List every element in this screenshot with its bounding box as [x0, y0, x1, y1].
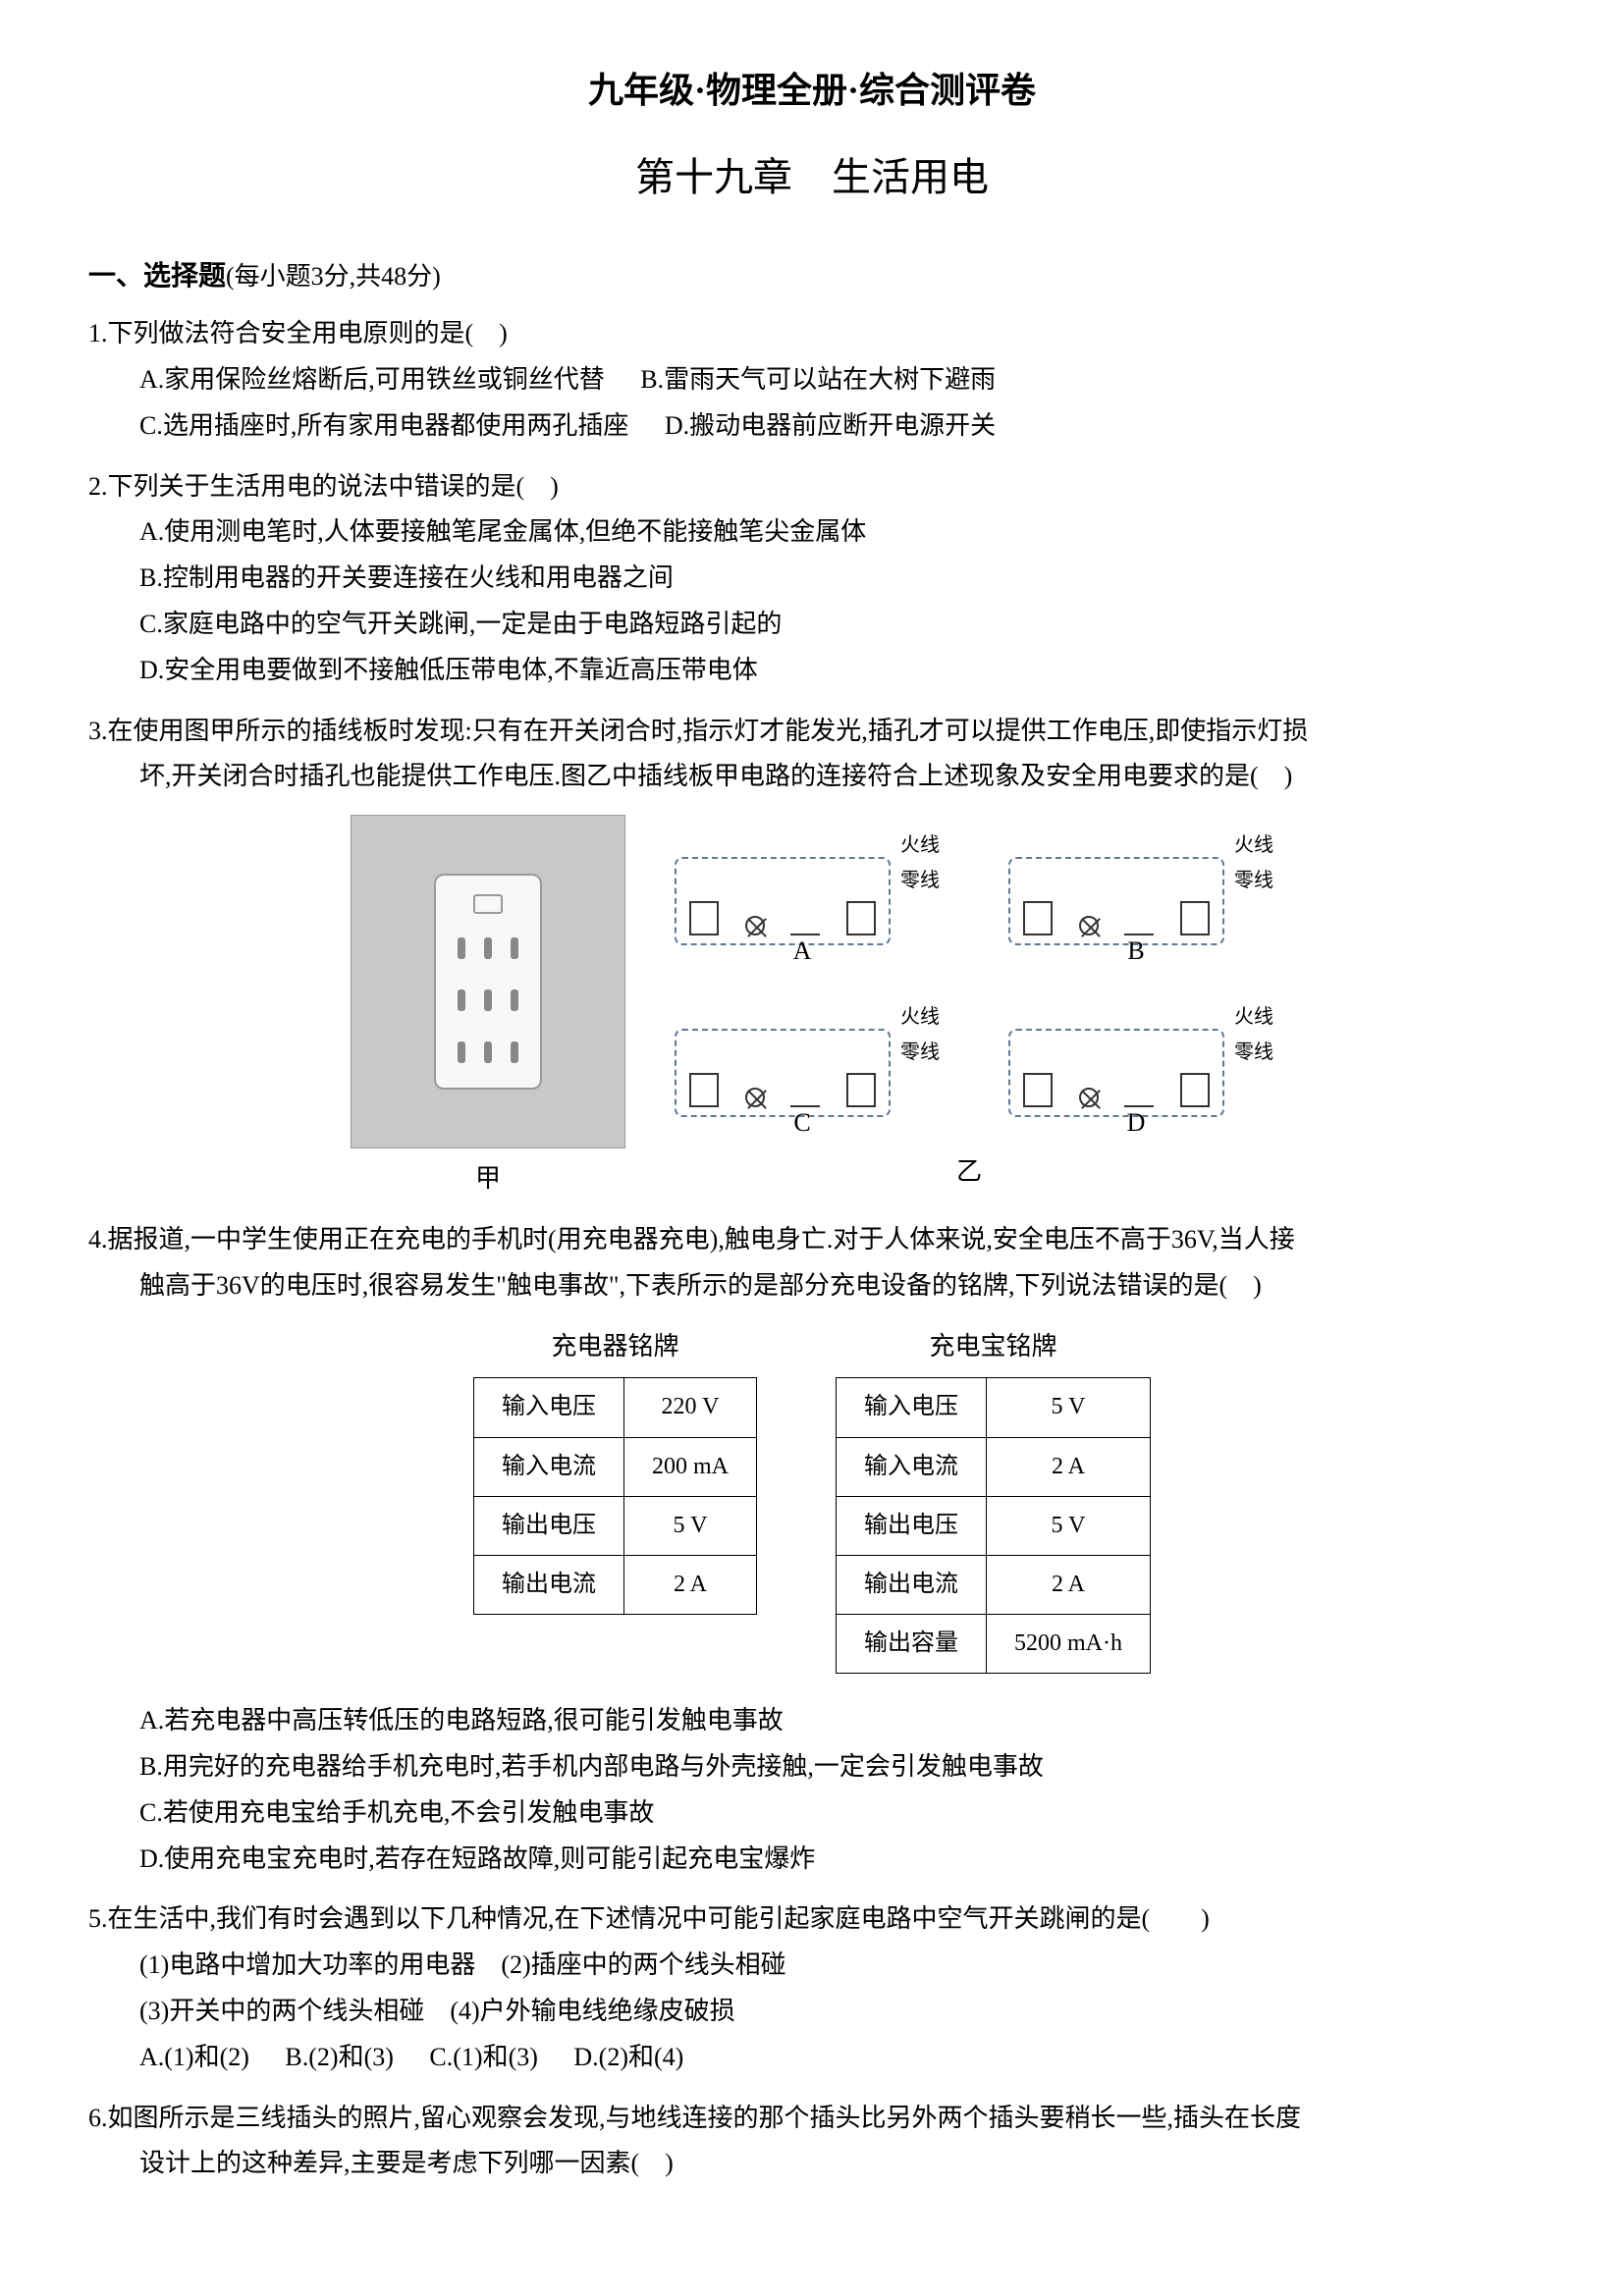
q2-option-b: B.控制用电器的开关要连接在火线和用电器之间: [139, 556, 1536, 602]
q1-stem: 1.下列做法符合安全用电原则的是( ): [88, 311, 1536, 357]
q3-caption-jia: 甲: [351, 1156, 625, 1202]
q4-table2-caption: 充电宝铭牌: [929, 1324, 1056, 1370]
table-row: 输出电压5 V: [474, 1496, 757, 1555]
cell: 输入电压: [837, 1378, 987, 1437]
table-row: 输出电流2 A: [474, 1555, 757, 1614]
wire-hot-label: 火线: [1234, 999, 1273, 1035]
wire-neutral-label: 零线: [1234, 1035, 1273, 1070]
q5-option-d: D.(2)和(4): [573, 2035, 683, 2081]
question-4: 4.据报道,一中学生使用正在充电的手机时(用充电器充电),触电身亡.对于人体来说…: [88, 1217, 1536, 1883]
q5-option-a: A.(1)和(2): [139, 2035, 249, 2081]
q4-table-powerbank: 充电宝铭牌 输入电压5 V 输入电流2 A 输出电压5 V 输出电流2 A 输出…: [836, 1324, 1151, 1675]
q1-option-a: A.家用保险丝熔断后,可用铁丝或铜丝代替: [139, 357, 605, 403]
section-1-scoring: (每小题3分,共48分): [226, 262, 441, 291]
q3-circuit-c: 火线 零线 C: [665, 994, 940, 1142]
cell: 220 V: [624, 1378, 757, 1437]
cell: 2 A: [987, 1437, 1151, 1496]
table-row: 输入电压220 V: [474, 1378, 757, 1437]
wire-neutral-label: 零线: [1234, 863, 1273, 898]
cell: 2 A: [987, 1555, 1151, 1614]
main-title: 九年级·物理全册·综合测评卷: [88, 59, 1536, 123]
q3-power-strip-photo: [351, 815, 625, 1148]
question-1: 1.下列做法符合安全用电原则的是( ) A.家用保险丝熔断后,可用铁丝或铜丝代替…: [88, 311, 1536, 449]
q4-option-d: D.使用充电宝充电时,若存在短路故障,则可能引起充电宝爆炸: [139, 1837, 1536, 1883]
q6-stem-line1: 6.如图所示是三线插头的照片,留心观察会发现,与地线连接的那个插头比另外两个插头…: [88, 2096, 1536, 2142]
q6-stem-line2: 设计上的这种差异,主要是考虑下列哪一因素( ): [88, 2141, 1536, 2187]
q3-caption-yi: 乙: [665, 1149, 1273, 1196]
table-row: 输入电压5 V: [837, 1378, 1151, 1437]
table-row: 输入电流200 mA: [474, 1437, 757, 1496]
q3-label-b: B: [999, 929, 1273, 975]
cell: 2 A: [624, 1555, 757, 1614]
q2-option-d: D.安全用电要做到不接触低压带电体,不靠近高压带电体: [139, 648, 1536, 694]
wire-neutral-label: 零线: [900, 1035, 940, 1070]
q5-sub1: (1)电路中增加大功率的用电器 (2)插座中的两个线头相碰: [88, 1943, 1536, 1989]
q4-stem-line2: 触高于36V的电压时,很容易发生"触电事故",下表所示的是部分充电设备的铭牌,下…: [88, 1263, 1536, 1309]
table-row: 输出容量5200 mA·h: [837, 1615, 1151, 1674]
q3-label-d: D: [999, 1100, 1273, 1147]
q5-option-c: C.(1)和(3): [429, 2035, 537, 2081]
cell: 输出电压: [474, 1496, 624, 1555]
q3-label-c: C: [665, 1100, 940, 1147]
q3-circuit-b: 火线 零线 B: [999, 823, 1273, 970]
q4-option-c: C.若使用充电宝给手机充电,不会引发触电事故: [139, 1790, 1536, 1837]
q3-label-a: A: [665, 929, 940, 975]
q1-option-c: C.选用插座时,所有家用电器都使用两孔插座: [139, 403, 628, 450]
q4-table-charger: 充电器铭牌 输入电压220 V 输入电流200 mA 输出电压5 V 输出电流2…: [473, 1324, 757, 1616]
q5-stem: 5.在生活中,我们有时会遇到以下几种情况,在下述情况中可能引起家庭电路中空气开关…: [88, 1896, 1536, 1943]
q4-tables: 充电器铭牌 输入电压220 V 输入电流200 mA 输出电压5 V 输出电流2…: [88, 1324, 1536, 1675]
question-2: 2.下列关于生活用电的说法中错误的是( ) A.使用测电笔时,人体要接触笔尾金属…: [88, 464, 1536, 694]
q3-circuit-d: 火线 零线 D: [999, 994, 1273, 1142]
q3-figure-row: 甲 火线 零线 A: [88, 815, 1536, 1202]
question-5: 5.在生活中,我们有时会遇到以下几种情况,在下述情况中可能引起家庭电路中空气开关…: [88, 1896, 1536, 2080]
q3-stem-line1: 3.在使用图甲所示的插线板时发现:只有在开关闭合时,指示灯才能发光,插孔才可以提…: [88, 709, 1536, 755]
cell: 5 V: [624, 1496, 757, 1555]
q1-option-b: B.雷雨天气可以站在大树下避雨: [640, 357, 996, 403]
cell: 5 V: [987, 1378, 1151, 1437]
q4-stem-line1: 4.据报道,一中学生使用正在充电的手机时(用充电器充电),触电身亡.对于人体来说…: [88, 1217, 1536, 1263]
table-row: 输出电压5 V: [837, 1496, 1151, 1555]
charger-table: 输入电压220 V 输入电流200 mA 输出电压5 V 输出电流2 A: [473, 1377, 757, 1615]
cell: 输入电流: [474, 1437, 624, 1496]
power-switch-icon: [473, 894, 503, 914]
cell: 5200 mA·h: [987, 1615, 1151, 1674]
cell: 输出容量: [837, 1615, 987, 1674]
cell: 输出电压: [837, 1496, 987, 1555]
wire-hot-label: 火线: [900, 828, 940, 863]
q3-figure-left-group: 甲: [351, 815, 625, 1202]
q2-option-c: C.家庭电路中的空气开关跳闸,一定是由于电路短路引起的: [139, 602, 1536, 648]
cell: 输入电压: [474, 1378, 624, 1437]
cell: 5 V: [987, 1496, 1151, 1555]
q3-circuit-a: 火线 零线 A: [665, 823, 940, 970]
wire-hot-label: 火线: [900, 999, 940, 1035]
power-strip-icon: [434, 874, 542, 1090]
question-6: 6.如图所示是三线插头的照片,留心观察会发现,与地线连接的那个插头比另外两个插头…: [88, 2096, 1536, 2188]
q3-figure-right-group: 火线 零线 A 火线 零线: [665, 823, 1273, 1196]
section-1-label: 一、选择题: [88, 261, 226, 292]
q4-table1-caption: 充电器铭牌: [551, 1324, 678, 1370]
q2-stem: 2.下列关于生活用电的说法中错误的是( ): [88, 464, 1536, 510]
powerbank-table: 输入电压5 V 输入电流2 A 输出电压5 V 输出电流2 A 输出容量5200…: [836, 1377, 1151, 1674]
cell: 输入电流: [837, 1437, 987, 1496]
question-3: 3.在使用图甲所示的插线板时发现:只有在开关闭合时,指示灯才能发光,插孔才可以提…: [88, 709, 1536, 1202]
q5-option-b: B.(2)和(3): [285, 2035, 393, 2081]
q4-option-a: A.若充电器中高压转低压的电路短路,很可能引发触电事故: [139, 1698, 1536, 1744]
q5-sub2: (3)开关中的两个线头相碰 (4)户外输电线绝缘皮破损: [88, 1989, 1536, 2035]
sub-title: 第十九章 生活用电: [88, 142, 1536, 213]
section-1-header: 一、选择题(每小题3分,共48分): [88, 252, 1536, 301]
q1-option-d: D.搬动电器前应断开电源开关: [665, 403, 996, 450]
q4-option-b: B.用完好的充电器给手机充电时,若手机内部电路与外壳接触,一定会引发触电事故: [139, 1744, 1536, 1790]
q3-stem-line2: 坏,开关闭合时插孔也能提供工作电压.图乙中插线板甲电路的连接符合上述现象及安全用…: [88, 754, 1536, 800]
cell: 输出电流: [474, 1555, 624, 1614]
cell: 200 mA: [624, 1437, 757, 1496]
q2-option-a: A.使用测电笔时,人体要接触笔尾金属体,但绝不能接触笔尖金属体: [139, 509, 1536, 556]
table-row: 输出电流2 A: [837, 1555, 1151, 1614]
table-row: 输入电流2 A: [837, 1437, 1151, 1496]
wire-neutral-label: 零线: [900, 863, 940, 898]
cell: 输出电流: [837, 1555, 987, 1614]
wire-hot-label: 火线: [1234, 828, 1273, 863]
